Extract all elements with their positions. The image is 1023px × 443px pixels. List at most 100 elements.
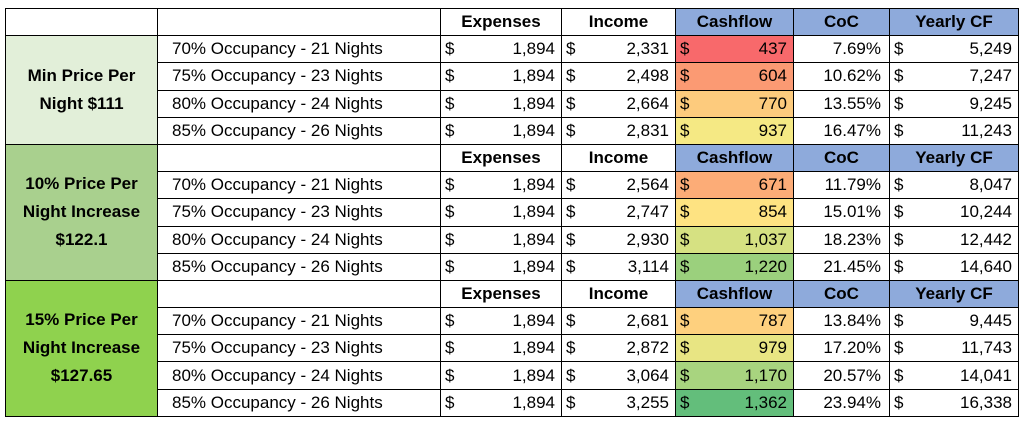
coc-cell[interactable]: 21.45%: [793, 252, 890, 281]
coc-cell[interactable]: 13.55%: [793, 89, 890, 118]
coc-cell[interactable]: 23.94%: [793, 388, 890, 417]
cashflow-cell[interactable]: $1,037: [675, 225, 794, 254]
column-header-income: Income: [561, 279, 676, 309]
expenses-cell[interactable]: $1,894: [440, 361, 562, 390]
income-cell[interactable]: $3,114: [561, 252, 676, 281]
column-header-yearly: Yearly CF: [889, 7, 1019, 37]
yearly-cf-cell[interactable]: $9,245: [889, 89, 1019, 118]
table-row: 85% Occupancy - 26 Nights $1,894 $2,831 $93…: [6, 116, 1019, 145]
yearly-cf-cell[interactable]: $11,743: [889, 334, 1019, 363]
yearly-cf-cell-value: 11,743: [961, 338, 1012, 358]
expenses-cell[interactable]: $1,894: [440, 388, 562, 417]
expenses-cell[interactable]: $1,894: [440, 198, 562, 227]
income-cell-value: 3,064: [626, 365, 669, 385]
currency-symbol: $: [445, 175, 455, 195]
yearly-cf-cell[interactable]: $5,249: [889, 35, 1019, 64]
income-cell[interactable]: $2,498: [561, 62, 676, 91]
expenses-cell-value: 1,894: [512, 120, 555, 140]
scenario-cell[interactable]: 85% Occupancy - 26 Nights: [157, 388, 441, 417]
expenses-cell[interactable]: $1,894: [440, 307, 562, 336]
yearly-cf-cell-value: 11,243: [961, 120, 1012, 140]
cashflow-cell[interactable]: $1,362: [675, 388, 794, 417]
cashflow-cell-value: 979: [758, 338, 787, 358]
yearly-cf-cell[interactable]: $14,041: [889, 361, 1019, 390]
coc-cell[interactable]: 16.47%: [793, 116, 890, 145]
expenses-cell[interactable]: $1,894: [440, 89, 562, 118]
blank-cell: [157, 279, 441, 309]
currency-symbol: $: [445, 229, 455, 249]
scenario-cell[interactable]: 75% Occupancy - 23 Nights: [157, 198, 441, 227]
cashflow-cell[interactable]: $854: [675, 198, 794, 227]
expenses-cell[interactable]: $1,894: [440, 171, 562, 200]
cashflow-cell[interactable]: $787: [675, 307, 794, 336]
table-row: 80% Occupancy - 24 Nights $1,894 $2,930 $1,…: [6, 225, 1019, 254]
coc-cell[interactable]: 7.69%: [793, 35, 890, 64]
yearly-cf-cell[interactable]: $10,244: [889, 198, 1019, 227]
coc-cell[interactable]: 17.20%: [793, 334, 890, 363]
yearly-cf-cell[interactable]: $14,640: [889, 252, 1019, 281]
expenses-cell[interactable]: $1,894: [440, 62, 562, 91]
scenario-cell[interactable]: 80% Occupancy - 24 Nights: [157, 225, 441, 254]
income-cell[interactable]: $2,681: [561, 307, 676, 336]
income-cell[interactable]: $3,064: [561, 361, 676, 390]
yearly-cf-cell-value: 16,338: [960, 392, 1012, 412]
cashflow-cell[interactable]: $1,170: [675, 361, 794, 390]
scenario-cell[interactable]: 75% Occupancy - 23 Nights: [157, 334, 441, 363]
scenario-cell[interactable]: 85% Occupancy - 26 Nights: [157, 252, 441, 281]
income-cell[interactable]: $2,564: [561, 171, 676, 200]
scenario-cell[interactable]: 70% Occupancy - 21 Nights: [157, 307, 441, 336]
blank-cell: [5, 7, 158, 37]
income-cell[interactable]: $2,831: [561, 116, 676, 145]
cashflow-cell[interactable]: $770: [675, 89, 794, 118]
scenario-cell[interactable]: 85% Occupancy - 26 Nights: [157, 116, 441, 145]
cashflow-cell[interactable]: $937: [675, 116, 794, 145]
yearly-cf-cell[interactable]: $11,243: [889, 116, 1019, 145]
cashflow-cell-value: 770: [758, 93, 787, 113]
income-cell-value: 2,498: [626, 66, 669, 86]
table-row: Min Price Per Night $111 70% Occupancy - …: [5, 35, 1019, 145]
coc-cell[interactable]: 15.01%: [793, 198, 890, 227]
coc-cell[interactable]: 10.62%: [793, 62, 890, 91]
scenario-cell[interactable]: 70% Occupancy - 21 Nights: [157, 35, 441, 64]
income-cell[interactable]: $3,255: [561, 388, 676, 417]
income-cell-value: 2,664: [626, 93, 669, 113]
income-cell[interactable]: $2,872: [561, 334, 676, 363]
expenses-cell[interactable]: $1,894: [440, 252, 562, 281]
coc-cell[interactable]: 20.57%: [793, 361, 890, 390]
yearly-cf-cell[interactable]: $16,338: [889, 388, 1019, 417]
expenses-cell[interactable]: $1,894: [440, 35, 562, 64]
yearly-cf-cell[interactable]: $8,047: [889, 171, 1019, 200]
expenses-cell[interactable]: $1,894: [440, 225, 562, 254]
column-header-cashflow: Cashflow: [675, 279, 794, 309]
yearly-cf-cell[interactable]: $9,445: [889, 307, 1019, 336]
yearly-cf-cell-value: 14,041: [960, 365, 1012, 385]
expenses-cell[interactable]: $1,894: [440, 116, 562, 145]
currency-symbol: $: [566, 338, 576, 358]
column-header-yearly: Yearly CF: [889, 279, 1019, 309]
table-row: 75% Occupancy - 23 Nights $1,894 $2,498 $60…: [6, 62, 1019, 91]
coc-cell[interactable]: 11.79%: [793, 171, 890, 200]
scenario-cell[interactable]: 80% Occupancy - 24 Nights: [157, 89, 441, 118]
coc-cell[interactable]: 13.84%: [793, 307, 890, 336]
cashflow-cell[interactable]: $671: [675, 171, 794, 200]
currency-symbol: $: [566, 311, 576, 331]
yearly-cf-cell[interactable]: $7,247: [889, 62, 1019, 91]
yearly-cf-cell[interactable]: $12,442: [889, 225, 1019, 254]
cashflow-cell[interactable]: $437: [675, 35, 794, 64]
income-cell[interactable]: $2,747: [561, 198, 676, 227]
income-cell[interactable]: $2,930: [561, 225, 676, 254]
column-header-cashflow: Cashflow: [675, 7, 794, 37]
blank-cell: [157, 143, 441, 173]
cashflow-cell[interactable]: $1,220: [675, 252, 794, 281]
coc-cell[interactable]: 18.23%: [793, 225, 890, 254]
yearly-cf-cell-value: 12,442: [960, 229, 1012, 249]
cashflow-cell[interactable]: $604: [675, 62, 794, 91]
cashflow-cell[interactable]: $979: [675, 334, 794, 363]
scenario-cell[interactable]: 75% Occupancy - 23 Nights: [157, 62, 441, 91]
income-cell[interactable]: $2,664: [561, 89, 676, 118]
column-header-yearly: Yearly CF: [889, 143, 1019, 173]
expenses-cell[interactable]: $1,894: [440, 334, 562, 363]
scenario-cell[interactable]: 70% Occupancy - 21 Nights: [157, 171, 441, 200]
income-cell[interactable]: $2,331: [561, 35, 676, 64]
scenario-cell[interactable]: 80% Occupancy - 24 Nights: [157, 361, 441, 390]
